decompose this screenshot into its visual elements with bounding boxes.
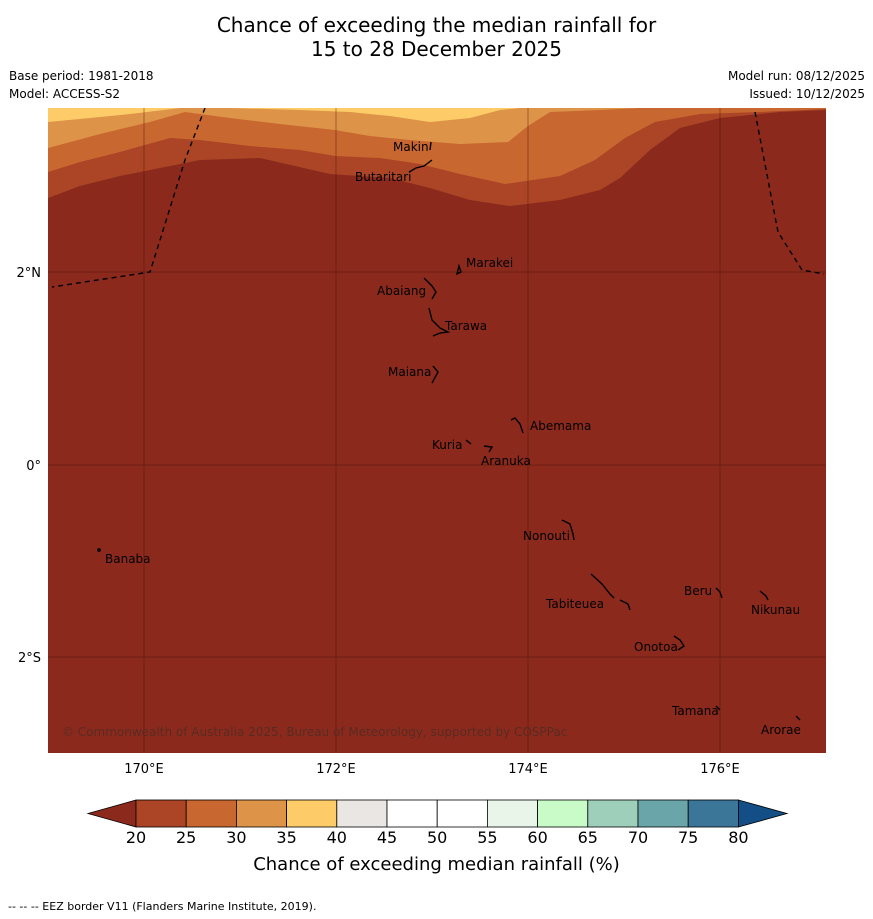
lat-label-2n: 2°N: [17, 266, 42, 281]
colorbar-tick-80: 80: [728, 828, 749, 847]
aranuka-atoll: [483, 445, 494, 453]
copyright-text: © Commonwealth of Australia 2025, Bureau…: [62, 725, 567, 739]
place-label-makin: Makin: [393, 140, 429, 154]
probability-field: [48, 108, 826, 753]
colorbar-over-arrow: [738, 799, 789, 828]
place-label-tamana: Tamana: [671, 704, 719, 718]
colorbar-tick-45: 45: [376, 828, 398, 847]
lat-label-2s: 2°S: [18, 651, 41, 666]
colorbar-tick-30: 30: [226, 828, 247, 847]
colorbar-tick-75: 75: [678, 828, 699, 847]
nonouti-atoll: [561, 519, 575, 541]
field-band-35-40: [48, 108, 826, 148]
colorbar-segment-30-35: [235, 799, 287, 828]
colorbar-label: Chance of exceeding median rainfall (%): [253, 854, 620, 875]
colorbar-tick-60: 60: [527, 828, 548, 847]
tamana-atoll: [715, 705, 721, 711]
place-label-abemama: Abemama: [530, 419, 591, 433]
makin-atoll: [429, 141, 432, 151]
issued-text: Issued: 10/12/2025: [749, 87, 865, 101]
colorbar-segment-45-50: [386, 799, 438, 828]
place-label-banaba: Banaba: [105, 552, 151, 566]
colorbar-tick-70: 70: [627, 828, 649, 847]
kuria-atoll: [465, 439, 472, 445]
model-text: Model: ACCESS-S2: [9, 87, 121, 101]
place-label-beru: Beru: [684, 584, 712, 598]
colorbar-segment-35-40: [286, 799, 338, 828]
lon-label-170e: 170°E: [124, 762, 164, 777]
place-label-tarawa: Tarawa: [444, 319, 487, 333]
colorbar-tick-55: 55: [477, 828, 498, 847]
base-period-text: Base period: 1981-2018: [9, 69, 154, 83]
maiana-atoll: [431, 365, 439, 384]
lon-label-172e: 172°E: [316, 762, 356, 777]
colorbar-segment-40-45: [336, 799, 388, 828]
eez-borders: [51, 108, 825, 288]
field-band-30-35: [48, 108, 826, 184]
lon-label-174e: 174°E: [508, 762, 548, 777]
colorbar-tick-25: 25: [176, 828, 197, 847]
atoll-outlines: [97, 141, 801, 721]
colorbar-tick-40: 40: [326, 828, 347, 847]
field-band-40-45: [48, 108, 520, 122]
place-label-kuria: Kuria: [432, 438, 463, 452]
colorbar-segment-65-70: [587, 799, 639, 828]
arorae-atoll: [795, 715, 801, 721]
place-label-arorae: Arorae: [761, 723, 801, 737]
place-label-nikunau: Nikunau: [751, 603, 800, 617]
lat-label-0: 0°: [26, 459, 41, 474]
graticule: [48, 108, 826, 753]
eez-footnote: -- -- -- EEZ border V11 (Flanders Marine…: [8, 900, 317, 913]
colorbar-segment-20-25: [135, 799, 187, 828]
place-label-butaritari: Butaritari: [355, 170, 412, 184]
colorbar-segment-50-55: [436, 799, 488, 828]
abaiang-atoll: [423, 277, 437, 300]
lon-label-176e: 176°E: [700, 762, 740, 777]
butaritari-atoll: [408, 159, 433, 173]
map-title-line-1: Chance of exceeding the median rainfall …: [216, 13, 657, 37]
colorbar-tick-20: 20: [125, 828, 147, 847]
map-title-line-2: 15 to 28 December 2025: [310, 37, 562, 61]
place-label-maiana: Maiana: [388, 365, 431, 379]
beru-atoll: [715, 587, 723, 599]
place-label-tabiteuea: Tabiteuea: [545, 597, 604, 611]
onotoa-atoll: [673, 635, 685, 651]
axis-labels: 170°E 172°E 174°E 176°E 2°N 0° 2°S: [17, 266, 740, 777]
nikunau-atoll: [759, 590, 769, 601]
colorbar-under-arrow: [86, 799, 137, 828]
place-label-marakei: Marakei: [466, 256, 513, 270]
colorbar-segment-25-30: [185, 799, 237, 828]
place-label-nonouti: Nonouti: [523, 529, 570, 543]
place-label-onotoa: Onotoa: [634, 640, 678, 654]
place-labels: Makin Butaritari Marakei Abaiang Tarawa …: [105, 140, 801, 737]
marakei-atoll: [455, 263, 462, 276]
place-label-abaiang: Abaiang: [377, 284, 426, 298]
colorbar-segment-60-65: [537, 799, 589, 828]
abemama-atoll: [510, 417, 524, 434]
colorbar: [86, 799, 789, 828]
field-band-20-25: [48, 108, 826, 753]
tabiteuea-atoll: [590, 573, 631, 611]
colorbar-tick-65: 65: [577, 828, 598, 847]
model-run-text: Model run: 08/12/2025: [727, 69, 865, 83]
colorbar-tick-50: 50: [427, 828, 448, 847]
colorbar-segment-70-75: [637, 799, 689, 828]
tarawa-atoll: [428, 307, 451, 337]
place-label-aranuka: Aranuka: [481, 454, 531, 468]
colorbar-tick-35: 35: [276, 828, 297, 847]
banaba-island: [97, 548, 101, 552]
colorbar-segment-55-60: [486, 799, 538, 828]
colorbar-segment-75-80: [687, 799, 739, 828]
